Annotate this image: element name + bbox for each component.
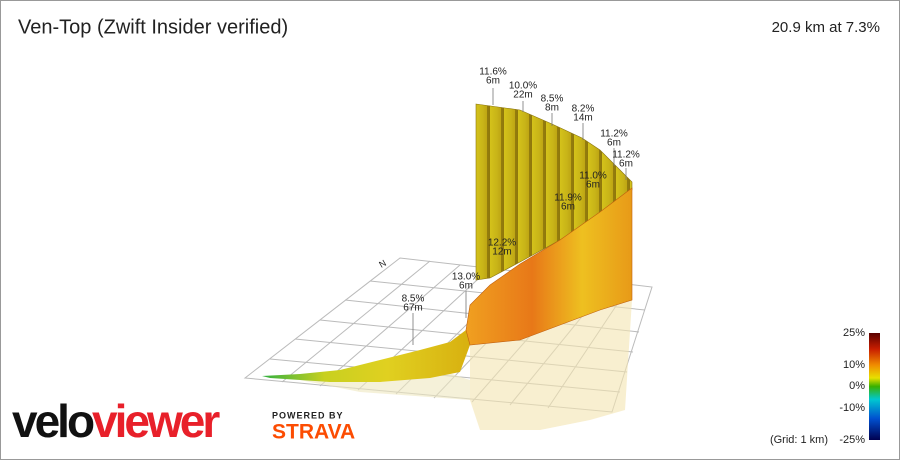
scale-label: 10% xyxy=(843,359,865,371)
summary: 20.9 km at 7.3% xyxy=(772,19,880,36)
length-label: 6m xyxy=(459,281,473,292)
logo-first: velo xyxy=(12,395,94,447)
climb-lower xyxy=(262,330,470,382)
scale-label: -10% xyxy=(839,402,865,414)
gradient-label: 11.0% xyxy=(579,171,607,182)
length-label: 6m xyxy=(486,76,500,87)
reflection xyxy=(470,300,632,430)
gradient-label: 11.2% xyxy=(600,129,628,140)
scale-label: 25% xyxy=(843,327,865,339)
gradient-label: 8.5% xyxy=(402,294,425,305)
gradient-label: 10.0% xyxy=(509,81,537,92)
grid-note: (Grid: 1 km) xyxy=(770,434,828,446)
gradient-label: 8.5% xyxy=(541,94,564,105)
annotations: 11.6% 6m 10.0% 22m 8.5% 8m 8.2% 14m 11.2… xyxy=(402,67,640,314)
length-label: 6m xyxy=(607,138,621,149)
gradient-label: 11.2% xyxy=(612,150,640,161)
length-label: 6m xyxy=(561,202,575,213)
gradient-label: 13.0% xyxy=(452,272,480,283)
gradient-label: 11.6% xyxy=(479,67,507,78)
length-label: 67m xyxy=(403,303,422,314)
climb-face xyxy=(465,187,633,346)
compass: N xyxy=(377,258,388,270)
gradient-label: 8.2% xyxy=(572,104,595,115)
powered-by: POWERED BY xyxy=(272,410,344,420)
length-label: 12m xyxy=(492,247,511,258)
scale-label: 0% xyxy=(849,380,865,392)
pins xyxy=(412,88,627,345)
scale-label: -25% xyxy=(839,434,865,446)
length-label: 22m xyxy=(513,90,532,101)
length-label: 8m xyxy=(545,103,559,114)
logo-second: viewer xyxy=(92,395,220,447)
logo: veloviewer xyxy=(12,395,220,447)
climb-wall xyxy=(475,103,633,281)
gradient-label: 11.9% xyxy=(554,193,582,204)
length-label: 6m xyxy=(586,180,600,191)
length-label: 6m xyxy=(619,159,633,170)
color-scale xyxy=(869,333,880,440)
gradient-label: 12.2% xyxy=(488,238,516,249)
strava-brand: STRAVA xyxy=(272,421,355,444)
title: Ven-Top (Zwift Insider verified) xyxy=(18,16,288,38)
length-label: 14m xyxy=(573,113,592,124)
